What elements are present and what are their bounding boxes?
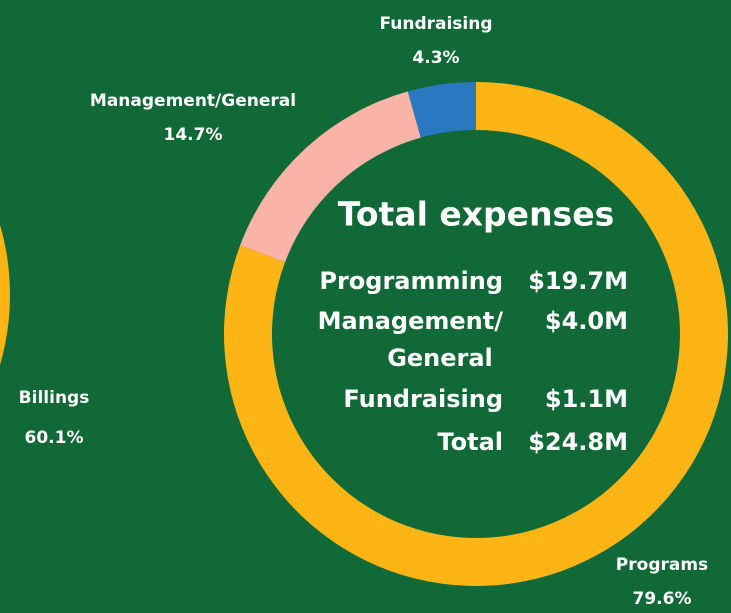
slice-label: Management/General bbox=[90, 91, 296, 111]
slice-label: Fundraising bbox=[379, 14, 492, 34]
slice-value-label: 79.6% bbox=[633, 589, 692, 609]
center-row-amount: $24.8M bbox=[528, 428, 628, 456]
slice-value-label: 14.7% bbox=[164, 125, 223, 145]
donut-slice bbox=[240, 91, 421, 263]
center-row-label: General bbox=[387, 344, 493, 372]
center-row-amount: $19.7M bbox=[528, 267, 628, 295]
center-row-label: Programming bbox=[319, 267, 503, 295]
center-row-label: Management/ bbox=[318, 307, 504, 335]
slice-label: Programs bbox=[616, 555, 708, 575]
center-title: Total expenses bbox=[338, 195, 614, 234]
slice-value-label: 4.3% bbox=[412, 48, 459, 68]
center-row-label: Fundraising bbox=[343, 385, 503, 413]
donut-slice bbox=[407, 82, 476, 138]
slice-value-label: 60.1% bbox=[25, 428, 84, 448]
slice-label: Billings bbox=[19, 388, 90, 408]
center-row-amount: $4.0M bbox=[545, 307, 628, 335]
center-row-amount: $1.1M bbox=[545, 385, 628, 413]
donut-slice bbox=[0, 225, 10, 365]
center-row-label: Total bbox=[437, 428, 503, 456]
